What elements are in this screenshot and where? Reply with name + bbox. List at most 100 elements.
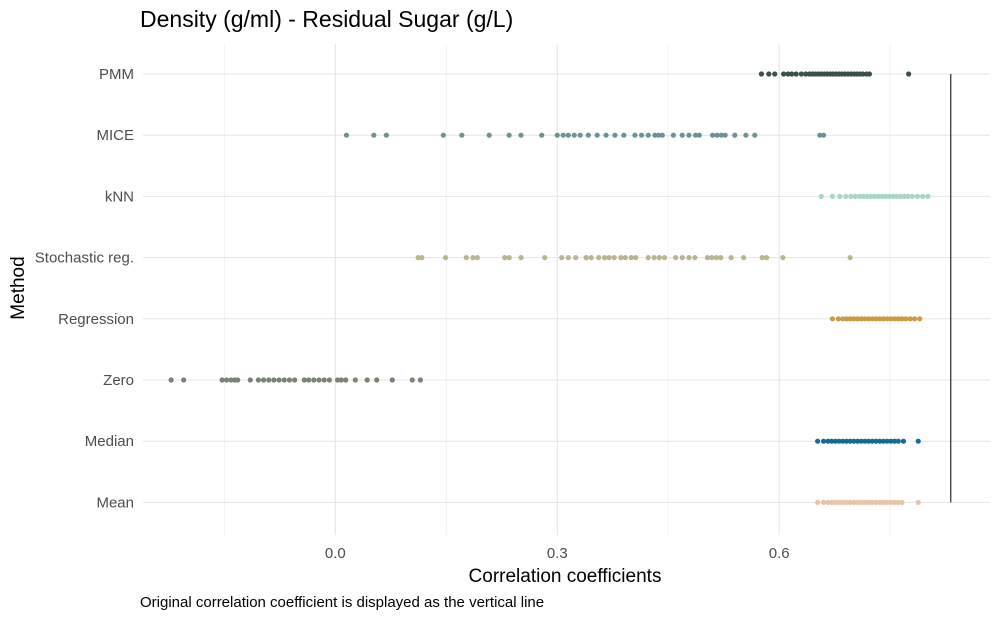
data-point: [836, 499, 842, 505]
data-point: [506, 132, 512, 138]
data-point: [907, 316, 913, 322]
data-point: [780, 255, 786, 261]
data-point: [260, 377, 267, 383]
data-point: [618, 255, 624, 261]
data-point: [854, 316, 861, 322]
data-point: [255, 377, 261, 383]
data-point: [645, 255, 651, 261]
data-point: [741, 255, 747, 261]
y-tick-label: kNN: [105, 188, 134, 205]
data-point: [686, 255, 692, 261]
data-point: [897, 193, 904, 199]
data-point: [371, 132, 377, 138]
data-point: [559, 255, 565, 261]
data-point: [909, 193, 915, 199]
data-point: [854, 438, 861, 444]
data-point: [276, 377, 282, 383]
data-point: [858, 316, 864, 322]
data-point: [486, 132, 492, 138]
data-point: [843, 438, 850, 444]
data-point: [713, 255, 719, 261]
data-point: [829, 438, 835, 444]
data-point: [877, 499, 883, 505]
data-point: [470, 255, 476, 261]
x-tick-label: 0.0: [325, 545, 346, 562]
data-point: [875, 193, 881, 199]
data-point: [655, 132, 662, 138]
data-point: [223, 377, 230, 383]
data-point: [890, 193, 896, 199]
data-point: [869, 438, 875, 444]
data-point: [542, 255, 548, 261]
data-point: [866, 71, 873, 77]
data-point: [758, 71, 765, 77]
chart-title: Density (g/ml) - Residual Sugar (g/L): [140, 6, 513, 32]
data-point: [692, 132, 699, 138]
data-point: [645, 132, 651, 138]
data-point: [877, 438, 883, 444]
data-point: [825, 499, 831, 505]
data-point: [709, 255, 715, 261]
data-point: [633, 255, 639, 261]
data-point: [679, 255, 685, 261]
data-point: [718, 255, 724, 261]
data-point: [866, 316, 872, 322]
data-point: [829, 193, 836, 199]
chart-caption: Original correlation coefficient is disp…: [140, 594, 544, 611]
data-point: [920, 193, 926, 199]
data-point: [622, 255, 628, 261]
data-point: [286, 377, 293, 383]
data-point: [301, 377, 307, 383]
data-point: [247, 377, 253, 383]
data-point: [518, 132, 524, 138]
y-axis-label: Method: [8, 256, 29, 319]
data-point: [860, 193, 867, 199]
y-tick-label: Regression: [58, 311, 134, 328]
data-point: [781, 71, 787, 77]
data-point: [832, 499, 838, 505]
data-point: [651, 255, 657, 261]
data-point: [872, 193, 878, 199]
data-point: [852, 193, 858, 199]
data-point: [419, 255, 425, 261]
data-point: [560, 132, 566, 138]
data-point: [718, 132, 725, 138]
data-point: [860, 71, 866, 77]
data-point: [338, 377, 344, 383]
data-point: [858, 499, 864, 505]
data-point: [888, 499, 894, 505]
data-point: [906, 71, 912, 77]
data-point: [829, 499, 835, 505]
data-point: [866, 438, 872, 444]
data-point: [621, 132, 627, 138]
data-point: [292, 377, 298, 383]
data-point: [585, 132, 591, 138]
data-point: [832, 438, 838, 444]
data-point: [696, 132, 702, 138]
data-point: [343, 132, 350, 138]
data-point: [417, 377, 424, 383]
data-point: [857, 193, 863, 199]
data-point: [306, 377, 312, 383]
data-point: [915, 438, 921, 444]
data-point: [474, 255, 480, 261]
data-point: [334, 377, 341, 383]
data-point: [364, 377, 370, 383]
data-point: [656, 255, 662, 261]
data-point: [321, 377, 327, 383]
data-point: [601, 255, 608, 261]
data-point: [914, 193, 921, 199]
data-point: [659, 132, 665, 138]
y-tick-label: Zero: [103, 372, 134, 389]
data-point: [596, 255, 602, 261]
data-point: [311, 377, 317, 383]
data-point: [847, 499, 853, 505]
x-tick-label: 0.3: [547, 545, 568, 562]
data-point: [670, 132, 676, 138]
data-point: [879, 193, 885, 199]
data-point: [825, 438, 831, 444]
x-tick-label: 0.6: [769, 545, 790, 562]
y-tick-label: Mean: [96, 494, 134, 511]
data-point: [818, 193, 824, 199]
